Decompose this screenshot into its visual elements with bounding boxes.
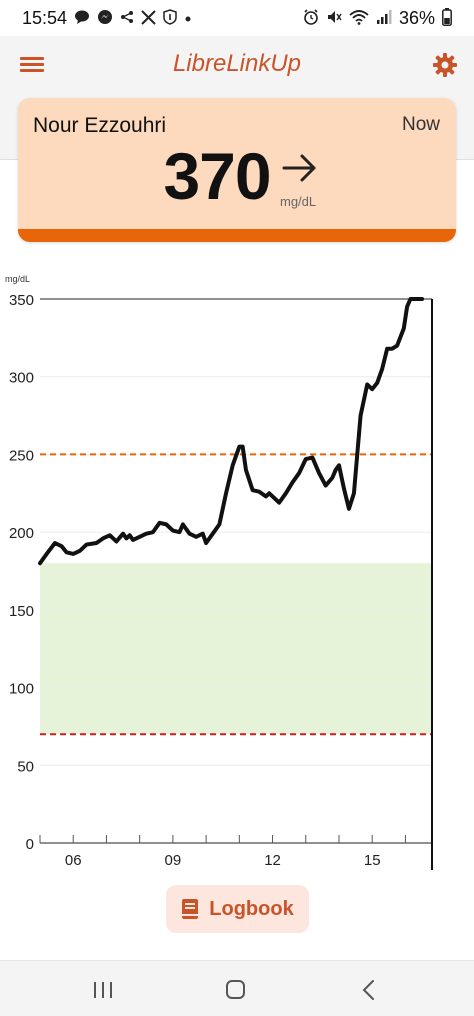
y-axis-unit-label: mg/dL (5, 274, 30, 284)
logbook-button[interactable]: Logbook (166, 885, 309, 933)
status-time: 15:54 (22, 7, 68, 28)
y-tick-label: 300 (9, 370, 34, 387)
status-bar: 15:54 36% (0, 0, 474, 36)
app-title: LibreLinkUp (172, 50, 302, 77)
y-tick-label: 250 (9, 447, 34, 464)
notification-badge-icon (163, 9, 177, 27)
home-button[interactable] (221, 977, 251, 1003)
wifi-icon (349, 9, 369, 27)
logbook-label: Logbook (209, 897, 294, 920)
glucose-series-line (38, 297, 425, 566)
glucose-reading-card[interactable]: Nour Ezzouhri Now 370 mg/dL (18, 98, 456, 242)
x-tick-label: 09 (165, 852, 182, 869)
glucose-value: 370 (163, 139, 271, 213)
back-button[interactable] (354, 977, 384, 1003)
y-tick-label: 200 (9, 525, 34, 542)
system-nav-bar (0, 960, 474, 1016)
mute-icon (326, 9, 342, 27)
target-range-band (40, 563, 432, 735)
x-tick-label: 06 (65, 852, 82, 869)
battery-icon (442, 8, 452, 28)
messenger-icon (97, 9, 113, 27)
glucose-status-bar (18, 229, 456, 242)
book-icon (182, 899, 199, 919)
hamburger-icon (20, 57, 46, 72)
recent-apps-button[interactable] (88, 977, 118, 1003)
y-tick-label: 150 (9, 603, 34, 620)
home-icon (226, 980, 245, 999)
patient-name: Nour Ezzouhri (33, 114, 167, 137)
y-tick-label: 50 (17, 758, 34, 775)
status-left: 15:54 (22, 8, 192, 29)
alarm-icon (303, 9, 319, 27)
chat-icon (74, 10, 90, 26)
recent-apps-icon (94, 982, 112, 998)
share-icon (120, 10, 134, 26)
signal-icon (376, 9, 392, 27)
gear-icon (433, 53, 457, 77)
x-icon (141, 9, 156, 27)
y-tick-label: 0 (26, 836, 34, 853)
x-tick-label: 15 (364, 852, 381, 869)
glucose-chart[interactable]: mg/dL 0 50 100 150 200 250 300 350 06 09 12 15 (0, 268, 474, 870)
reading-time: Now (401, 114, 440, 135)
battery-level: 36% (398, 7, 435, 28)
x-tick-label: 12 (264, 852, 281, 869)
y-tick-label: 350 (9, 292, 34, 309)
back-icon (362, 980, 374, 1000)
trend-arrow-right-icon (282, 154, 316, 182)
y-tick-label: 100 (9, 681, 34, 698)
settings-button[interactable] (430, 50, 460, 80)
dot-icon (184, 12, 192, 25)
menu-button[interactable] (20, 54, 46, 76)
glucose-unit: mg/dL (280, 194, 317, 209)
status-right: 36% (303, 8, 452, 29)
